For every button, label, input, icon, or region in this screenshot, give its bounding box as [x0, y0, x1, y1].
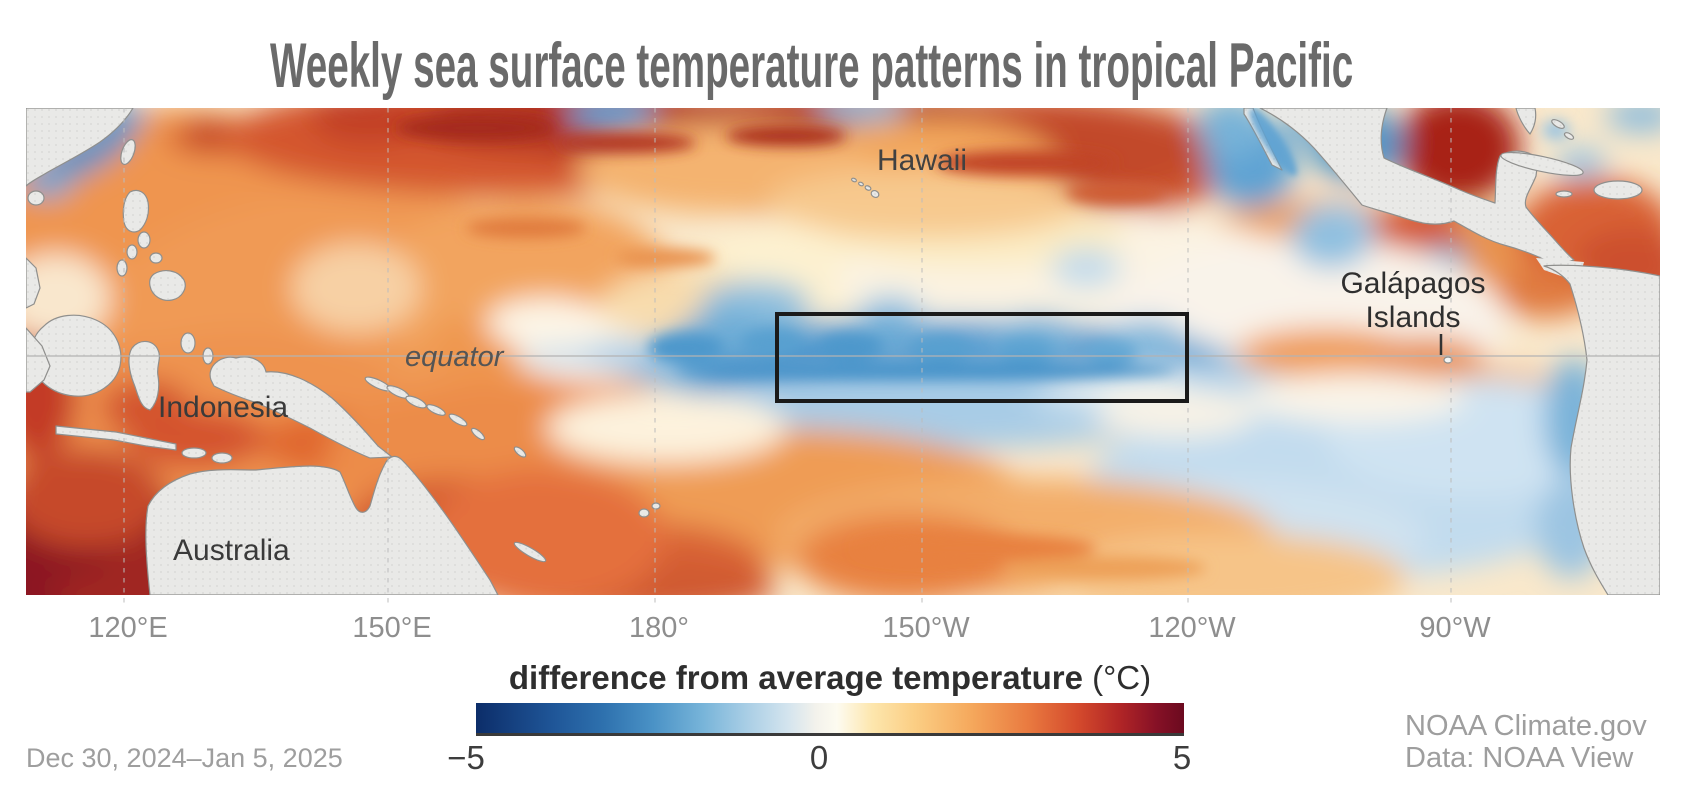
svg-text:Islands: Islands [1365, 301, 1460, 334]
svg-text:Hawaii: Hawaii [877, 144, 967, 177]
svg-text:Australia: Australia [173, 534, 290, 567]
svg-text:equator: equator [405, 341, 505, 373]
svg-text:Galápagos: Galápagos [1340, 267, 1485, 300]
svg-text:Indonesia: Indonesia [158, 391, 288, 424]
